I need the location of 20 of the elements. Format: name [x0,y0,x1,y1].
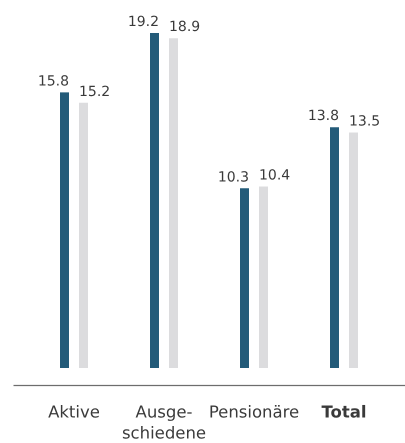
x-tick-label: Ausge- schiedene [122,402,206,442]
bar [259,186,268,368]
bar [349,132,358,368]
x-tick-label: Total [321,402,367,422]
bar [240,188,249,368]
bar [79,102,88,368]
bar [330,127,339,368]
x-tick-label: Aktive [48,402,100,422]
bar [169,38,178,368]
data-label: 15.2 [79,84,110,100]
data-label: 19.2 [128,14,159,30]
data-label: 13.8 [308,108,339,124]
bar [60,92,69,368]
data-label: 10.4 [259,168,290,184]
data-label: 15.8 [38,73,69,90]
data-label: 18.9 [169,19,200,36]
x-tick-label: Pensionäre [208,402,300,422]
data-label: 10.3 [218,169,249,186]
data-label: 13.5 [349,113,380,130]
bar [150,33,159,368]
